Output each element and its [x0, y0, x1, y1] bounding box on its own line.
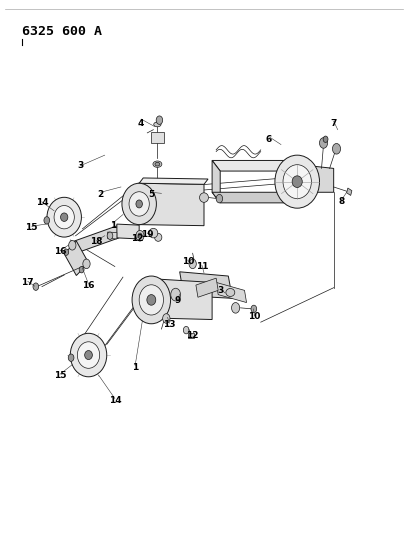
Ellipse shape	[122, 183, 156, 224]
Text: 10: 10	[182, 257, 194, 265]
Ellipse shape	[283, 165, 311, 199]
Text: 11: 11	[196, 262, 208, 271]
Ellipse shape	[136, 200, 142, 208]
Circle shape	[333, 143, 341, 154]
Text: 4: 4	[138, 119, 144, 128]
Text: 1: 1	[132, 363, 138, 372]
Text: 3: 3	[217, 286, 223, 295]
Ellipse shape	[78, 342, 100, 368]
Circle shape	[156, 116, 163, 124]
Polygon shape	[212, 192, 309, 203]
Polygon shape	[151, 132, 164, 143]
Ellipse shape	[155, 163, 160, 166]
Polygon shape	[64, 241, 89, 276]
Ellipse shape	[275, 155, 319, 208]
Polygon shape	[151, 279, 212, 319]
Circle shape	[163, 314, 170, 323]
Circle shape	[33, 283, 39, 290]
Polygon shape	[139, 183, 204, 225]
Ellipse shape	[132, 276, 171, 324]
Ellipse shape	[200, 193, 208, 203]
Ellipse shape	[85, 351, 92, 360]
Ellipse shape	[129, 192, 149, 216]
Polygon shape	[216, 282, 246, 303]
Circle shape	[64, 249, 69, 255]
Polygon shape	[347, 188, 352, 196]
Text: 5: 5	[148, 190, 155, 199]
Text: 15: 15	[54, 370, 67, 379]
Circle shape	[138, 233, 142, 238]
Circle shape	[136, 230, 144, 241]
Text: 1: 1	[110, 221, 116, 230]
Text: 17: 17	[21, 278, 34, 287]
Text: 14: 14	[109, 395, 121, 405]
Ellipse shape	[60, 213, 68, 221]
Circle shape	[171, 288, 180, 301]
Text: 9: 9	[175, 296, 181, 305]
Ellipse shape	[153, 161, 162, 167]
Text: 12: 12	[186, 331, 198, 340]
Text: 6: 6	[266, 135, 272, 144]
Text: 10: 10	[248, 312, 261, 321]
Text: 15: 15	[26, 223, 38, 232]
Text: 8: 8	[339, 197, 345, 206]
Text: 7: 7	[330, 119, 337, 128]
Text: 19: 19	[141, 230, 153, 239]
Polygon shape	[180, 272, 233, 298]
Circle shape	[83, 259, 90, 269]
Ellipse shape	[226, 288, 235, 296]
Text: 18: 18	[90, 237, 103, 246]
Text: 13: 13	[163, 320, 176, 329]
Circle shape	[183, 326, 189, 334]
Circle shape	[44, 216, 50, 224]
Text: 6325 600 A: 6325 600 A	[22, 25, 102, 38]
Polygon shape	[74, 225, 119, 254]
Text: 16: 16	[54, 247, 67, 256]
Polygon shape	[212, 160, 220, 203]
Ellipse shape	[149, 228, 158, 238]
Circle shape	[232, 303, 239, 313]
Ellipse shape	[292, 176, 302, 188]
Polygon shape	[108, 232, 117, 239]
Circle shape	[79, 266, 84, 273]
Text: 14: 14	[35, 198, 48, 207]
Ellipse shape	[154, 122, 161, 127]
Ellipse shape	[139, 285, 164, 315]
Polygon shape	[301, 160, 309, 203]
Text: 2: 2	[98, 190, 104, 199]
Text: 3: 3	[77, 161, 84, 170]
Ellipse shape	[54, 206, 74, 229]
Text: 16: 16	[82, 280, 95, 289]
Polygon shape	[139, 178, 208, 184]
Circle shape	[319, 138, 328, 148]
Polygon shape	[309, 166, 334, 192]
Polygon shape	[188, 333, 194, 338]
Circle shape	[216, 195, 223, 203]
Ellipse shape	[70, 333, 107, 377]
Ellipse shape	[155, 233, 162, 241]
Polygon shape	[117, 224, 139, 239]
Ellipse shape	[147, 295, 156, 305]
Polygon shape	[196, 278, 218, 297]
Polygon shape	[212, 160, 309, 171]
Circle shape	[69, 240, 76, 250]
Text: 12: 12	[131, 235, 143, 244]
Circle shape	[189, 259, 196, 269]
Circle shape	[251, 305, 257, 313]
Ellipse shape	[47, 197, 82, 237]
Circle shape	[68, 354, 74, 361]
Circle shape	[323, 136, 328, 142]
Circle shape	[107, 232, 113, 239]
